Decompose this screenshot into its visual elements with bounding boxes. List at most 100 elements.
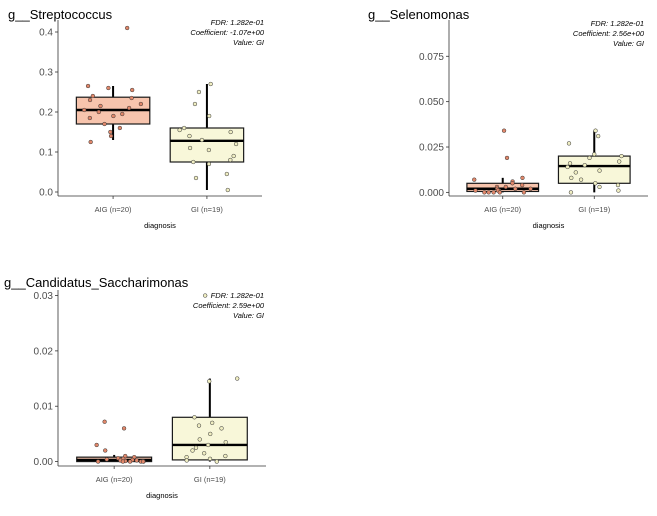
data-point: [95, 459, 101, 464]
data-point: [120, 111, 125, 117]
chart-title: g__Streptococcus: [8, 7, 113, 22]
data-point: [587, 155, 592, 161]
data-point: [472, 177, 477, 182]
data-point: [593, 181, 598, 186]
data-point: [87, 97, 93, 103]
data-point: [206, 161, 212, 167]
data-point: [104, 457, 109, 462]
data-point: [127, 459, 133, 464]
data-point: [568, 190, 574, 195]
data-point: [567, 161, 573, 166]
data-point: [520, 175, 525, 181]
data-point: [214, 459, 219, 464]
data-point: [593, 128, 598, 133]
x-tick-label: GI (n=19): [194, 475, 226, 484]
y-tick-label: 0.2: [39, 108, 53, 119]
data-point: [207, 379, 212, 384]
data-point: [615, 182, 621, 188]
x-tick-label: GI (n=19): [191, 205, 223, 214]
data-point: [510, 181, 515, 186]
data-point: [569, 175, 574, 181]
data-point: [138, 101, 144, 107]
data-point: [94, 442, 99, 448]
annotation-2: Coefficient: 2.56e+00: [573, 29, 645, 38]
chart-title: g__Selenomonas: [368, 7, 470, 22]
annotation-1: FDR: 1.282e-01: [211, 291, 264, 300]
y-tick-label: 0.025: [419, 143, 444, 154]
data-point: [190, 448, 195, 453]
data-point: [134, 458, 139, 463]
data-point: [196, 423, 202, 428]
data-point: [578, 177, 584, 182]
data-point: [96, 109, 101, 115]
data-point: [111, 113, 116, 119]
y-tick-label: 0.00: [34, 457, 54, 468]
y-tick-label: 0.4: [39, 28, 53, 39]
data-point: [231, 153, 236, 159]
data-point: [187, 145, 193, 151]
data-point: [191, 159, 196, 165]
data-point: [88, 139, 93, 145]
x-tick-label: AIG (n=20): [96, 475, 133, 484]
data-point: [619, 153, 624, 159]
data-point: [181, 125, 187, 131]
x-axis-label: diagnosis: [533, 221, 565, 230]
data-point: [108, 129, 113, 135]
data-point: [207, 113, 212, 119]
y-tick-label: 0.000: [419, 188, 444, 199]
y-tick-label: 0.0: [39, 188, 53, 199]
y-tick-label: 0.1: [39, 148, 53, 159]
data-point: [98, 103, 103, 109]
data-point: [228, 157, 233, 163]
data-point: [573, 170, 578, 175]
data-point: [210, 420, 215, 425]
data-point: [497, 190, 502, 195]
data-point: [486, 190, 491, 195]
data-point: [108, 133, 114, 139]
data-point: [504, 155, 510, 161]
data-point: [102, 121, 107, 127]
data-point: [197, 437, 202, 442]
data-point: [206, 147, 212, 153]
chart-title: g__Candidatus_Saccharimonas: [4, 275, 189, 290]
data-point: [193, 175, 199, 181]
data-point: [125, 25, 130, 31]
data-point: [129, 95, 134, 101]
data-point: [193, 445, 199, 450]
data-point: [192, 101, 198, 107]
y-tick-label: 0.01: [34, 402, 54, 413]
x-tick-label: GI (n=19): [578, 205, 610, 214]
data-point: [177, 127, 182, 133]
data-point: [87, 115, 92, 121]
data-point: [90, 93, 96, 99]
chart-panel-3: g__Candidatus_Saccharimonas FDR: 1.282e-0…: [4, 275, 266, 500]
data-point: [208, 81, 213, 87]
data-point: [501, 128, 507, 133]
data-point: [513, 186, 518, 191]
annotation-3: Value: GI: [613, 39, 644, 48]
data-point: [233, 141, 239, 147]
data-point: [192, 415, 197, 420]
data-point: [207, 456, 213, 461]
data-point: [203, 293, 208, 298]
y-tick-label: 0.075: [419, 52, 444, 63]
data-point: [582, 163, 587, 168]
data-point: [225, 187, 230, 193]
data-point: [235, 376, 240, 381]
x-tick-label: AIG (n=20): [95, 205, 132, 214]
data-point: [520, 182, 525, 188]
data-point: [224, 171, 229, 177]
data-point: [120, 459, 126, 464]
data-point: [528, 186, 533, 191]
data-point: [597, 168, 602, 173]
annotation-2: Coefficient: 2.59e+00: [193, 301, 265, 310]
data-point: [199, 137, 205, 143]
data-point: [566, 141, 572, 146]
x-axis-label: diagnosis: [144, 221, 176, 230]
annotation-3: Value: GI: [233, 38, 264, 47]
box-iqr: [466, 182, 540, 193]
data-point: [103, 448, 108, 453]
data-point: [126, 105, 132, 111]
data-point: [592, 152, 597, 157]
annotation-3: Value: GI: [233, 311, 264, 320]
